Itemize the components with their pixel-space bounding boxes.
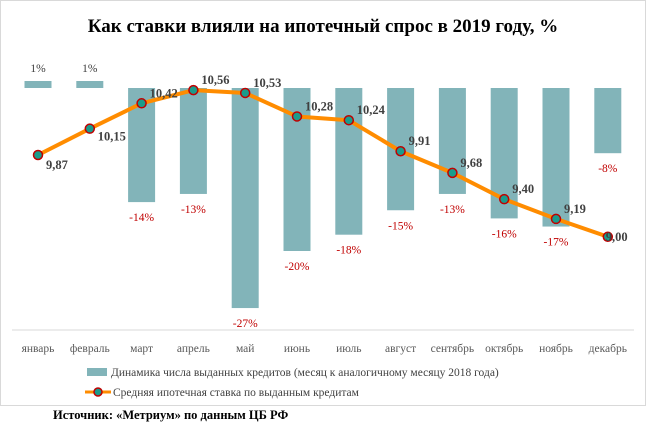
rate-marker bbox=[136, 98, 147, 109]
bar bbox=[335, 88, 363, 235]
rate-marker bbox=[188, 84, 199, 96]
line-data-label: 10,56 bbox=[201, 73, 229, 87]
bar-data-label: -18% bbox=[336, 245, 361, 257]
rate-marker bbox=[602, 231, 614, 243]
rate-marker bbox=[498, 193, 510, 205]
bar bbox=[594, 88, 622, 154]
line-data-label: 10,42 bbox=[150, 86, 178, 100]
bar-data-label: -8% bbox=[598, 163, 618, 175]
legend-line-label: Средняя ипотечная ставка по выданным кре… bbox=[113, 387, 360, 399]
legend-line-marker bbox=[93, 387, 103, 397]
bar-data-label: -13% bbox=[181, 204, 206, 216]
bar bbox=[76, 81, 104, 88]
line-data-label: 10,24 bbox=[357, 103, 386, 117]
rate-marker bbox=[291, 111, 303, 122]
chart-title: Как ставки влияли на ипотечный спрос в 2… bbox=[87, 16, 559, 37]
bar bbox=[231, 88, 259, 309]
line-data-label: 10,15 bbox=[98, 130, 126, 144]
x-tick-label: март bbox=[130, 343, 153, 355]
bar-data-label: -14% bbox=[129, 212, 154, 224]
line-data-label: 9,40 bbox=[512, 182, 534, 196]
rate-marker bbox=[84, 123, 96, 134]
line-data-label: 9,00 bbox=[606, 230, 628, 244]
rate-marker bbox=[447, 167, 458, 179]
x-tick-label: июнь bbox=[284, 343, 310, 355]
source-note: Источник: «Метриум» по данным ЦБ РФ bbox=[53, 408, 289, 422]
line-data-label: 10,28 bbox=[305, 99, 333, 113]
x-tick-label: февраль bbox=[70, 343, 110, 355]
legend-bar-swatch bbox=[87, 368, 107, 376]
line-data-label: 9,91 bbox=[409, 134, 431, 148]
x-tick-label: май bbox=[236, 343, 254, 355]
bar-data-label: -16% bbox=[492, 228, 517, 240]
rate-marker bbox=[343, 114, 355, 126]
x-tick-label: август bbox=[385, 343, 416, 355]
rate-marker bbox=[550, 213, 562, 225]
bar-data-label: -15% bbox=[388, 220, 413, 232]
x-tick-label: декабрь bbox=[589, 343, 627, 355]
bar bbox=[24, 81, 52, 88]
rate-marker bbox=[395, 145, 406, 157]
x-tick-label: ноябрь bbox=[539, 343, 573, 355]
bar-data-label: 1% bbox=[82, 63, 98, 75]
rate-marker bbox=[32, 149, 44, 161]
bar bbox=[179, 88, 207, 194]
bar-data-label: -17% bbox=[544, 237, 569, 249]
legend-bar-label: Динамика числа выданных кредитов (месяц … bbox=[111, 367, 499, 379]
bar-data-label: -27% bbox=[233, 318, 258, 330]
bar bbox=[542, 88, 570, 227]
bar-data-label: 1% bbox=[30, 63, 46, 75]
x-tick-label: январь bbox=[22, 343, 55, 355]
rate-marker bbox=[239, 87, 251, 99]
bar-data-label: -13% bbox=[440, 204, 465, 216]
x-tick-label: сентябрь bbox=[431, 343, 475, 355]
line-data-label: 10,53 bbox=[253, 76, 281, 90]
bar-data-label: -20% bbox=[285, 261, 310, 273]
x-tick-label: октябрь bbox=[485, 343, 523, 355]
x-tick-label: апрель bbox=[177, 343, 210, 355]
line-data-label: 9,68 bbox=[460, 156, 482, 170]
x-tick-label: июль bbox=[336, 343, 361, 355]
line-data-label: 9,87 bbox=[46, 158, 68, 172]
line-data-label: 9,19 bbox=[564, 202, 586, 216]
rate-line bbox=[37, 88, 609, 239]
